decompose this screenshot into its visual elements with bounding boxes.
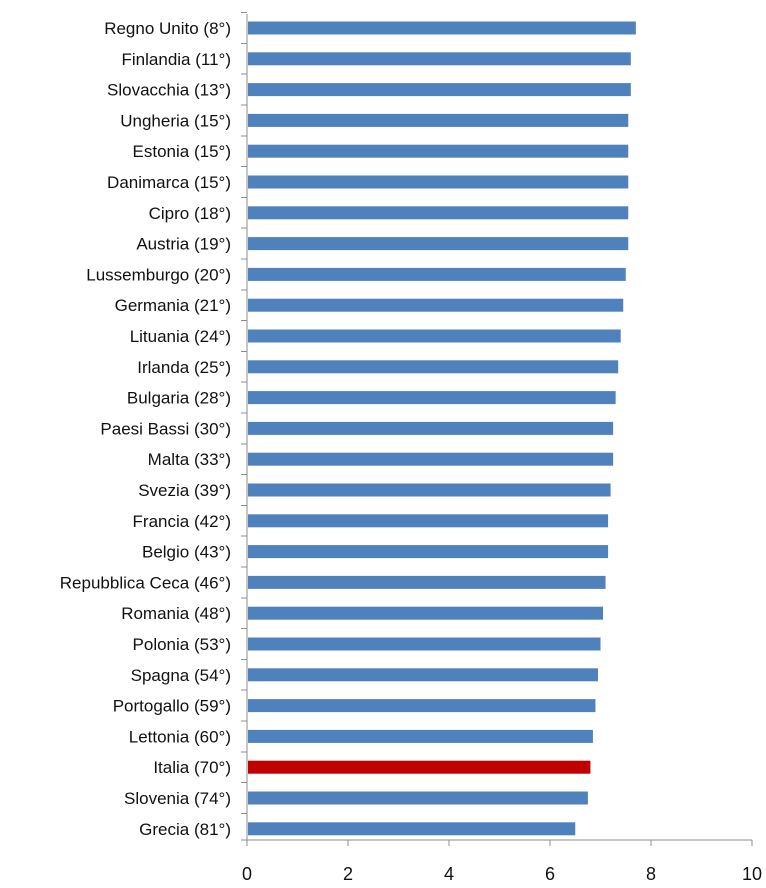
category-label-12: Bulgaria (28°) [127,389,231,408]
category-labels: Regno Unito (8°) Finlandia (11°) Slovacchi… [60,19,231,839]
x-tick-label-5: 10 [742,864,762,884]
bar-7 [248,237,629,251]
bar-19 [248,606,604,620]
bar-13 [248,421,614,435]
axis-layer [241,12,752,841]
bar-16 [248,514,609,528]
category-label-23: Lettonia (60°) [129,727,231,746]
category-label-26: Grecia (81°) [139,820,231,839]
category-label-22: Portogallo (59°) [113,697,231,716]
bar-18 [248,575,606,589]
category-label-0: Regno Unito (8°) [104,19,231,38]
bar-21 [248,668,598,682]
x-tick-label-2: 4 [444,864,454,884]
category-label-10: Lituania (24°) [130,327,231,346]
bar-6 [248,206,629,220]
bar-15 [248,483,611,497]
category-label-25: Slovenia (74°) [124,789,231,808]
category-label-18: Repubblica Ceca (46°) [60,573,231,592]
category-label-15: Svezia (39°) [138,481,231,500]
bar-23 [248,729,593,743]
x-axis-ticks: 0 2 4 6 8 10 [242,840,762,884]
bar-0 [248,21,636,35]
bar-22 [248,699,596,713]
bar-2 [248,83,631,97]
bar-8 [248,267,626,281]
category-label-13: Paesi Bassi (30°) [100,419,231,438]
bars-layer [248,21,636,836]
bar-10 [248,329,621,343]
category-label-14: Malta (33°) [148,450,231,469]
category-label-19: Romania (48°) [121,604,231,623]
bar-24 [248,760,591,774]
category-label-7: Austria (19°) [136,235,231,254]
category-label-1: Finlandia (11°) [122,50,231,69]
category-label-4: Estonia (15°) [133,142,231,161]
category-label-6: Cipro (18°) [149,204,231,223]
category-label-5: Danimarca (15°) [107,173,231,192]
category-label-24: Italia (70°) [153,758,231,777]
x-tick-label-0: 0 [242,864,252,884]
category-label-8: Lussemburgo (20°) [86,265,231,284]
bar-5 [248,175,629,189]
bar-20 [248,637,601,651]
x-tick-label-4: 8 [646,864,656,884]
category-label-17: Belgio (43°) [142,543,231,562]
bar-9 [248,298,624,312]
bar-11 [248,360,619,374]
bar-25 [248,791,588,805]
category-label-9: Germania (21°) [115,296,231,315]
bar-1 [248,52,631,66]
bar-12 [248,391,616,405]
category-label-16: Francia (42°) [133,512,231,531]
bar-26 [248,822,576,836]
category-label-21: Spagna (54°) [131,666,231,685]
category-label-3: Ungheria (15°) [120,111,231,130]
bar-17 [248,545,609,559]
x-tick-label-1: 2 [343,864,353,884]
bar-14 [248,452,614,466]
bar-3 [248,113,629,127]
x-tick-label-3: 6 [545,864,555,884]
category-label-2: Slovacchia (13°) [107,81,231,100]
bar-4 [248,144,629,158]
category-label-20: Polonia (53°) [133,635,231,654]
category-label-11: Irlanda (25°) [137,358,231,377]
